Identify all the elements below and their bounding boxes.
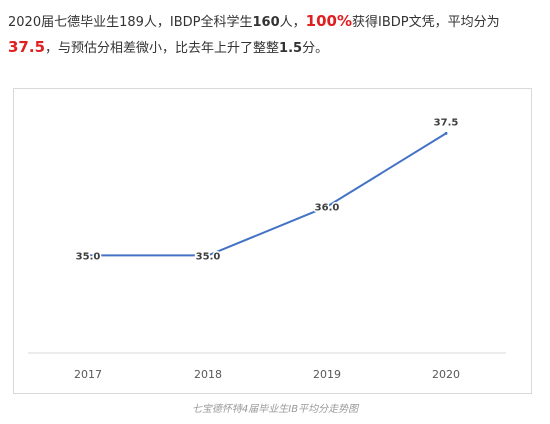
diploma-rate: 100% (305, 12, 352, 30)
intro-text-3: 获得IBDP文凭，平均分为 (352, 15, 500, 30)
ibdp-student-count: 160 (252, 15, 280, 30)
chart-frame (13, 88, 532, 394)
intro-text-4: ，与预估分相差微小，比去年上升了整整 (45, 41, 280, 56)
data-label: 35.0 (76, 251, 101, 262)
data-point (206, 253, 210, 257)
intro-text-1: 2020届七德毕业生189人，IBDP全科学生 (8, 15, 253, 30)
line-chart: 35.0 2017 35.0 2018 36.0 2019 37.5 2020 (28, 116, 506, 381)
data-label: 37.5 (434, 117, 459, 128)
x-tick-label: 2019 (313, 368, 341, 381)
x-tick-label: 2020 (432, 368, 460, 381)
data-point (325, 205, 329, 209)
intro-paragraph: 2020届七德毕业生189人，IBDP全科学生160人，100%获得IBDP文凭… (8, 9, 544, 61)
average-score: 37.5 (8, 38, 46, 56)
score-increase: 1.5 (279, 41, 303, 56)
data-label: 35.0 (196, 251, 221, 262)
intro-text-5: 分。 (302, 41, 329, 56)
data-point (86, 253, 90, 257)
chart-caption: 七宝德怀特4届毕业生IB平均分走势图 (191, 404, 359, 415)
data-point (444, 131, 448, 135)
x-tick-label: 2017 (74, 368, 102, 381)
intro-text-2: 人， (279, 15, 306, 30)
x-tick-label: 2018 (194, 368, 222, 381)
series-line (88, 132, 447, 257)
data-label: 36.0 (315, 203, 340, 214)
